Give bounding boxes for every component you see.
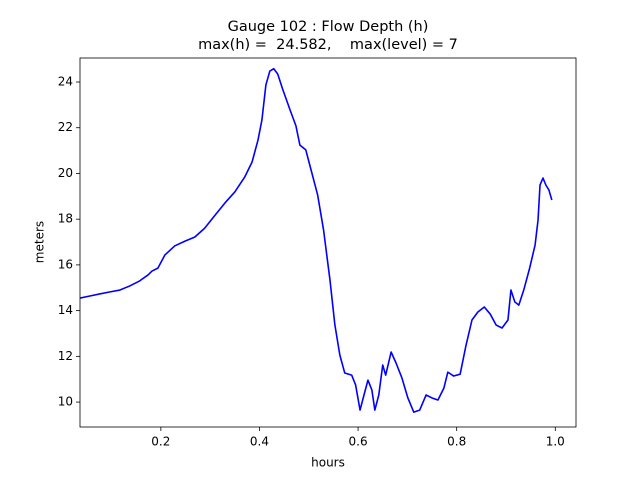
chart-title: Gauge 102 : Flow Depth (h) (228, 19, 429, 35)
y-tick-label: 20 (58, 166, 73, 180)
x-tick-label: 0.6 (349, 435, 368, 449)
x-tick-label: 0.8 (447, 435, 466, 449)
y-tick-label: 14 (58, 303, 73, 317)
data-line (80, 67, 553, 413)
y-tick-label: 18 (58, 212, 73, 226)
y-axis-label: meters (33, 221, 47, 263)
y-tick-label: 16 (58, 257, 73, 271)
x-tick-label: 0.2 (151, 435, 170, 449)
x-tick-label: 0.4 (250, 435, 269, 449)
y-tick-label: 24 (58, 75, 73, 89)
y-tick-label: 22 (58, 120, 73, 134)
plot-frame (79, 57, 577, 428)
y-tick-label: 12 (58, 349, 73, 363)
x-axis-label: hours (311, 456, 345, 470)
y-tick-label: 10 (58, 395, 73, 409)
chart-subtitle: max(h) = 24.582, max(level) = 7 (198, 37, 458, 53)
x-tick-label: 1.0 (546, 435, 565, 449)
